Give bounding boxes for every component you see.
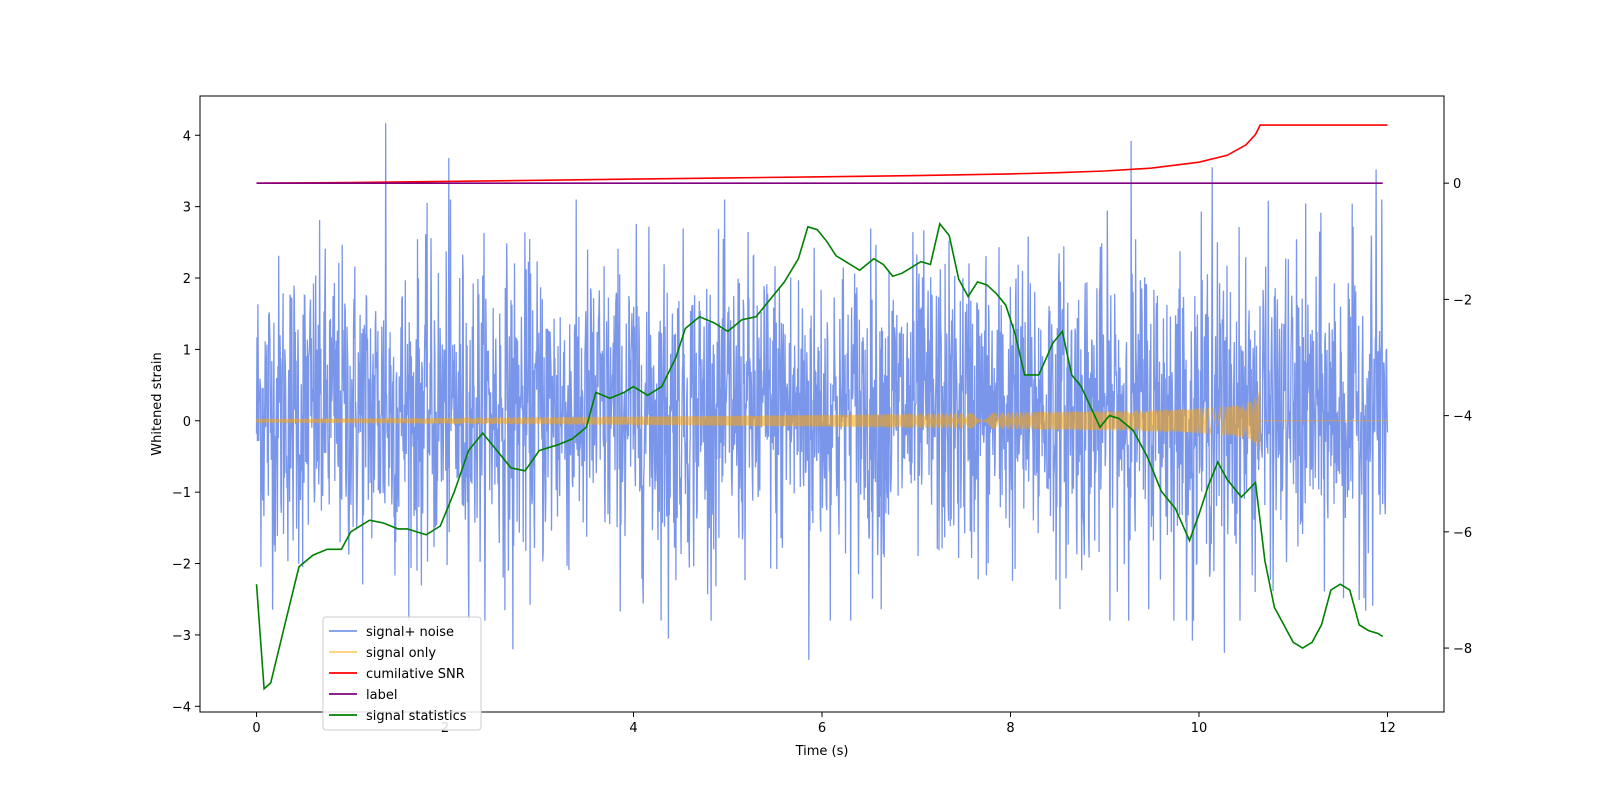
x-axis-label: Time (s) bbox=[795, 744, 849, 759]
legend-box bbox=[322, 616, 482, 731]
y-left-tick-label-5: 1 bbox=[183, 343, 191, 358]
y-axis-label: Whitened strain bbox=[150, 352, 165, 455]
y-right-tick-label-1: −6 bbox=[1453, 526, 1472, 541]
x-tick-label-0: 0 bbox=[252, 721, 260, 736]
y-right-tick-label-2: −4 bbox=[1453, 410, 1472, 425]
y-axis-right: −8 −6 −4 −2 0 bbox=[1444, 177, 1472, 657]
legend-label-2: cumilative SNR bbox=[366, 667, 465, 682]
x-tick-label-2: 4 bbox=[629, 721, 637, 736]
series-layer bbox=[255, 123, 1389, 691]
legend-label-4: signal statistics bbox=[366, 709, 467, 724]
x-tick-label-5: 10 bbox=[1191, 721, 1208, 736]
y-left-tick-label-2: −2 bbox=[172, 558, 191, 573]
y-axis-left: −4 −3 −2 −1 0 1 2 3 4 bbox=[172, 129, 200, 715]
legend-label-1: signal only bbox=[366, 646, 436, 661]
y-left-tick-label-0: −4 bbox=[172, 700, 191, 715]
legend: signal+ noise signal only cumilative SNR la… bbox=[322, 616, 482, 731]
y-left-tick-label-4: 0 bbox=[183, 415, 191, 430]
x-tick-label-3: 6 bbox=[818, 721, 826, 736]
series-signal-only bbox=[256, 377, 1388, 461]
y-right-tick-label-0: −8 bbox=[1453, 642, 1472, 657]
y-right-tick-label-3: −2 bbox=[1453, 293, 1472, 308]
y-left-tick-label-8: 4 bbox=[183, 129, 191, 144]
y-left-tick-label-3: −1 bbox=[172, 486, 191, 501]
x-tick-label-4: 8 bbox=[1006, 721, 1014, 736]
legend-label-3: label bbox=[366, 688, 397, 703]
series-signal-statistics bbox=[255, 222, 1384, 691]
y-left-tick-label-6: 2 bbox=[183, 272, 191, 287]
y-left-tick-label-1: −3 bbox=[172, 629, 191, 644]
series-signal-plus-noise bbox=[255, 123, 1389, 660]
x-tick-label-6: 12 bbox=[1379, 721, 1396, 736]
series-cumilative-snr bbox=[256, 124, 1388, 184]
legend-label-0: signal+ noise bbox=[366, 625, 454, 640]
y-left-tick-label-7: 3 bbox=[183, 201, 191, 216]
y-right-tick-label-4: 0 bbox=[1453, 177, 1461, 192]
x-axis: 024681012 bbox=[252, 712, 1396, 736]
